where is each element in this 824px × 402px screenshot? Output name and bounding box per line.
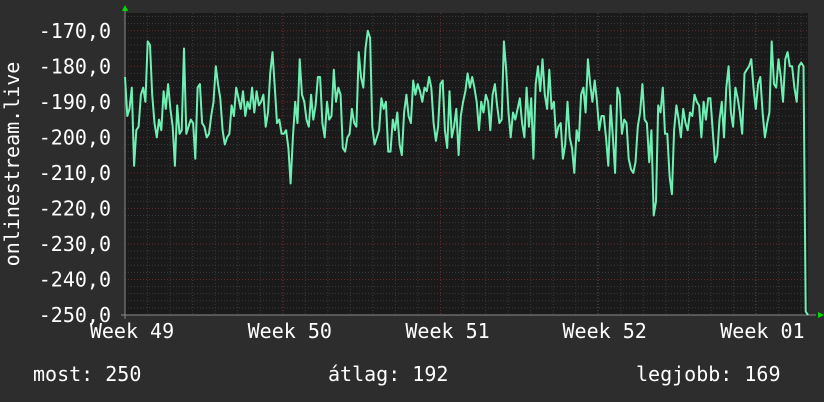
plot-area [125,13,808,315]
grid [124,13,808,316]
x-tick-label: Week 51 [405,319,489,343]
y-tick-label: -220,0 [39,196,111,220]
axes [121,5,824,319]
x-tick-label: Week 49 [90,319,174,343]
y-tick-label: -190,0 [39,90,111,114]
y-tick-label: -170,0 [39,19,111,43]
x-tick-label: Week 50 [248,319,332,343]
y-tick-label: -200,0 [39,125,111,149]
y-tick-label: -210,0 [39,161,111,185]
stat-current: most: 250 [33,362,142,386]
stats-bar: most: 250 átlag: 192 legjobb: 169 [0,362,824,388]
y-tick-label: -250,0 [39,303,111,327]
stat-average: átlag: 192 [328,362,449,386]
y-tick-label: -180,0 [39,54,111,78]
series-line [124,29,809,316]
x-tick-labels: Week 49 Week 50 Week 51 Week 52 Week 01 [90,319,805,343]
x-axis-arrow [818,312,824,318]
y-tick-label: -240,0 [39,267,111,291]
y-tick-label: -230,0 [39,232,111,256]
x-tick-label: Week 52 [562,319,646,343]
x-tick-label: Week 01 [720,319,804,343]
stat-best: legjobb: 169 [636,362,781,386]
y-axis-label: onlinestream.live [0,62,24,267]
y-axis-arrow [122,5,128,11]
y-tick-labels: -170,0 -180,0 -190,0 -200,0 -210,0 -220,0 -230… [39,19,111,327]
